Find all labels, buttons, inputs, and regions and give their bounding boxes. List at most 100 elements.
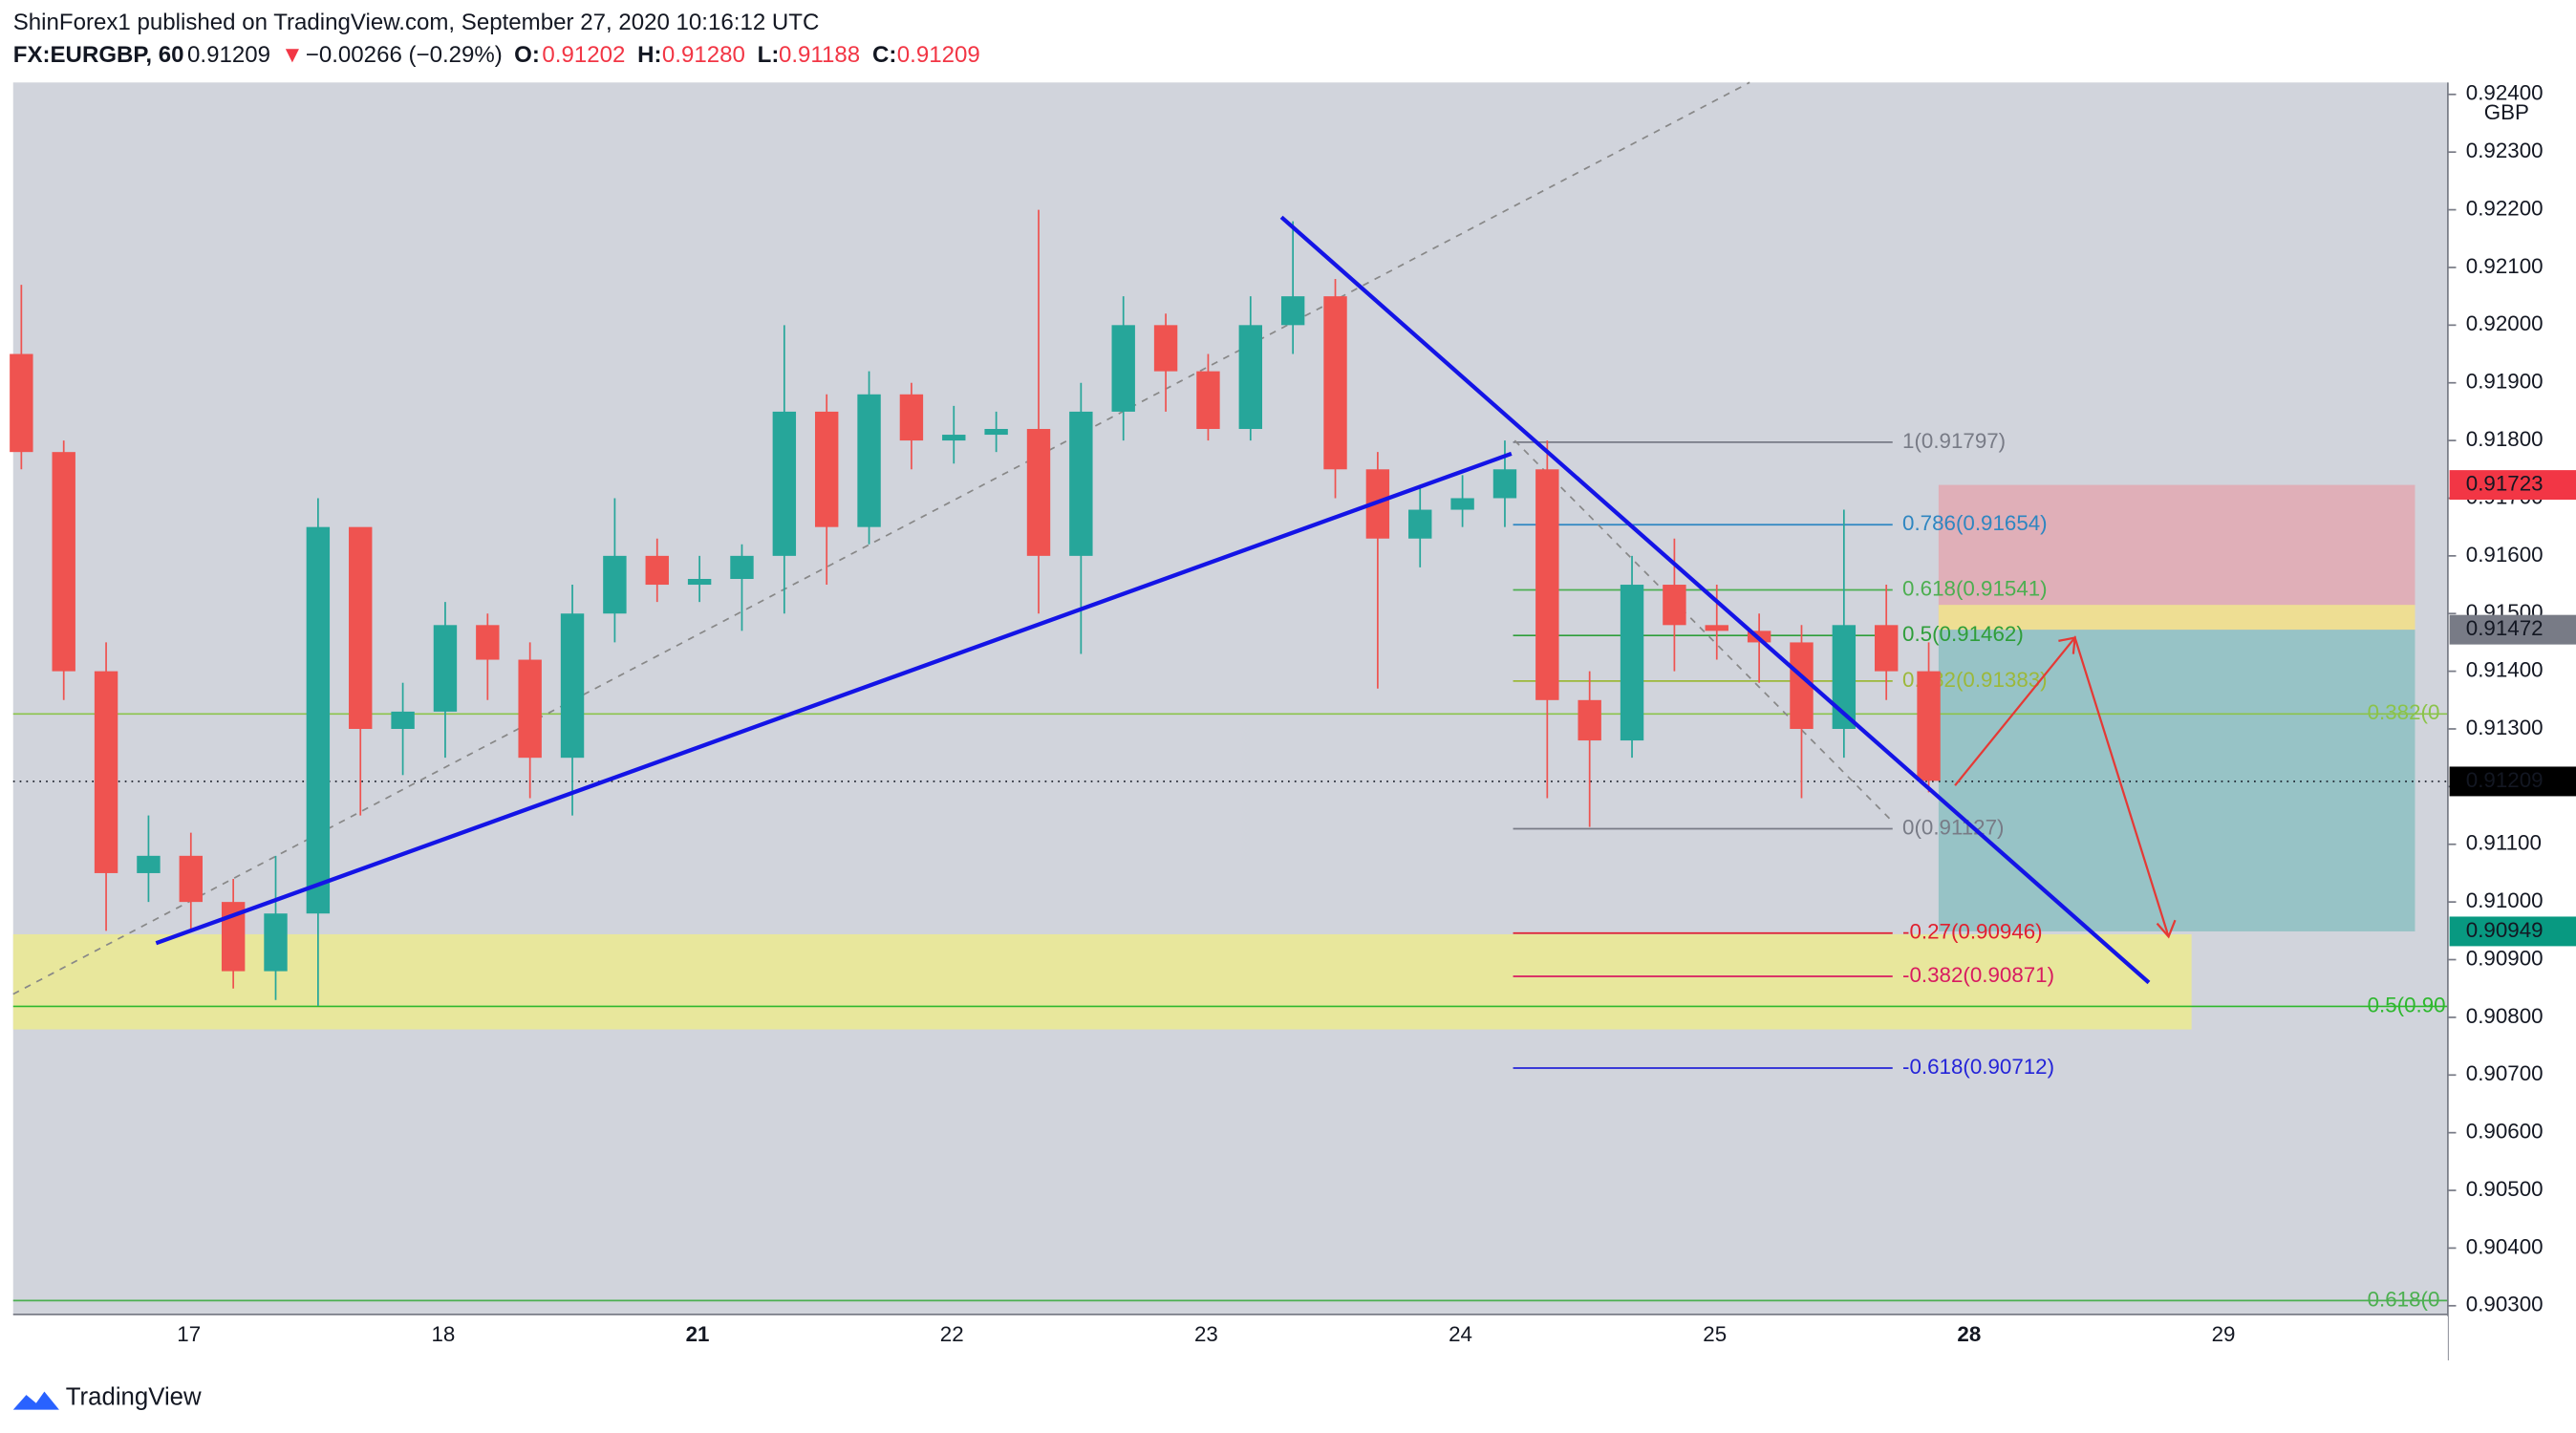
arrow-head (2156, 919, 2177, 939)
y-tick-label: 0.92200 (2466, 196, 2544, 220)
ohlc-value: 0.91209 (897, 42, 980, 68)
candle-body (1578, 699, 1601, 741)
y-tick-label: 0.90900 (2466, 946, 2544, 970)
price-tag-label: 0.91472 (2466, 616, 2544, 640)
candle-body (1620, 585, 1644, 741)
price-tag-label: 0.90949 (2466, 918, 2544, 942)
time-axis (12, 1315, 2448, 1360)
y-tick-label: 0.90300 (2466, 1293, 2544, 1316)
y-tick-label: 0.91300 (2466, 716, 2544, 739)
last-price: 0.91209 (187, 42, 270, 68)
y-tick-label: 0.92000 (2466, 311, 2544, 335)
ohlc-label: C: (872, 42, 896, 68)
candle-body (1917, 671, 1941, 781)
candle-body (179, 855, 203, 903)
candle-body (1450, 498, 1474, 510)
candle-body (1153, 325, 1178, 372)
price-tag-label: 0.91723 (2466, 471, 2544, 495)
ohlc-value: 0.91280 (662, 42, 745, 68)
x-tick-label: 24 (1449, 1322, 1472, 1346)
candle-body (857, 394, 881, 527)
fib-label: 0(0.91127) (1902, 815, 2004, 839)
candle-body (264, 913, 288, 972)
candle-body (730, 555, 754, 580)
price-tag (2449, 766, 2576, 797)
candle-body (52, 452, 75, 672)
candle-body (814, 411, 839, 527)
change: −0.00266 (−0.29%) (306, 42, 503, 68)
candle-body (1705, 625, 1728, 631)
candle-body (1069, 411, 1093, 556)
y-tick-label: 0.92300 (2466, 139, 2544, 162)
candle-body (1026, 429, 1051, 556)
ohlc-label: O: (514, 42, 540, 68)
y-tick-label: 0.91400 (2466, 658, 2544, 682)
candle-body (1875, 625, 1899, 672)
arrow-head (2058, 636, 2076, 654)
level-label: 0.382(0 (2368, 700, 2440, 724)
change-arrow: ▼ (281, 42, 304, 68)
zones (12, 484, 2415, 1030)
candle-body (1111, 325, 1135, 412)
y-tick-label: 0.91000 (2466, 888, 2544, 912)
candle-body (137, 855, 161, 873)
candle-body (603, 555, 627, 614)
x-tick-label: 18 (431, 1322, 455, 1346)
published-line: ShinForex1 published on TradingView.com,… (13, 10, 820, 35)
candle-body (391, 711, 415, 729)
x-tick-label: 25 (1703, 1322, 1727, 1346)
candle-body (1196, 371, 1220, 430)
y-tick-label: 0.91900 (2466, 370, 2544, 394)
candle-body (94, 671, 118, 873)
fib-label: 0.5(0.91462) (1902, 622, 2024, 646)
candle-body (1323, 296, 1347, 470)
level-label: 0.5(0.90 (2368, 993, 2446, 1016)
fib-label: -0.27(0.90946) (1902, 920, 2043, 944)
candle-body (476, 625, 500, 660)
x-tick-label: 22 (940, 1322, 964, 1346)
price-tag-label: 0.91209 (2466, 768, 2544, 792)
y-tick-label: 0.91600 (2466, 543, 2544, 567)
ohlc-value: 0.91188 (779, 42, 860, 68)
price-tag (2449, 916, 2576, 947)
candle-body (1492, 469, 1517, 499)
y-tick-label: 0.90500 (2466, 1177, 2544, 1201)
chart-area (12, 82, 2448, 1315)
fib-label: -0.382(0.90871) (1902, 963, 2054, 987)
zone (12, 933, 2192, 1030)
y-tick-label: 0.90700 (2466, 1061, 2544, 1085)
price-tag (2449, 470, 2576, 501)
candle-body (1408, 509, 1432, 539)
axis-labels: 0.90300 0.90400 0.90500 0.90600 0.90700 0.908… (177, 81, 2576, 1346)
candle-body (645, 555, 669, 586)
x-tick-label: 29 (2212, 1322, 2236, 1346)
candle-body (1280, 296, 1305, 326)
candle-body (1663, 585, 1686, 626)
candle-body (984, 429, 1008, 436)
price-tag (2449, 614, 2576, 645)
level-label: 0.618(0 (2368, 1287, 2440, 1311)
candle-body (1238, 325, 1262, 430)
ohlc-value: 0.91202 (542, 42, 625, 68)
price-axis (2447, 82, 2576, 1361)
fib-trend-line (1513, 439, 1894, 823)
fib-label: 0.618(0.91541) (1902, 576, 2048, 600)
brand: TradingView (66, 1383, 202, 1410)
ohlc-label: L: (758, 42, 780, 68)
zone (1938, 605, 2415, 631)
candle-body (942, 435, 966, 441)
levels: 0.382(0 0.5(0.90 0.618(0 1(0.91797) 0.786(0.… (12, 429, 2448, 1311)
y-tick-label: 0.90400 (2466, 1234, 2544, 1258)
candles (10, 209, 1941, 1006)
fib-label: 0.786(0.91654) (1902, 511, 2048, 535)
trend-line (155, 451, 1513, 946)
trend-line (1279, 215, 2151, 985)
y-tick-label: 0.91100 (2466, 831, 2542, 855)
candle-body (306, 526, 331, 914)
x-tick-label: 17 (177, 1322, 201, 1346)
x-tick-label: 21 (686, 1322, 710, 1346)
ohlc-label: H: (637, 42, 661, 68)
y-tick-label: 0.90800 (2466, 1004, 2544, 1028)
